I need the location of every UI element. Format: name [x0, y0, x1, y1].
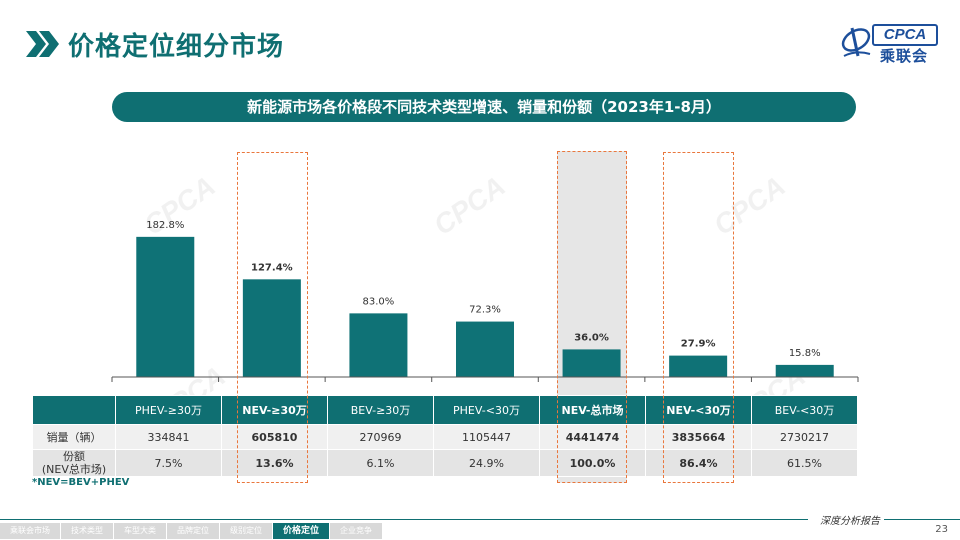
logo-text-en: CPCA	[872, 24, 938, 46]
footer-nav: 乘联会市场 技术类型 车型大类 品牌定位 级别定位 价格定位 企业竞争	[0, 523, 383, 539]
table-cell: 24.9%	[433, 449, 540, 477]
table-header-cell: PHEV-<30万	[433, 395, 540, 425]
table-header-row: PHEV-≥30万 NEV-≥30万 BEV-≥30万 PHEV-<30万 NE…	[32, 395, 858, 425]
page-number: 23	[935, 524, 948, 535]
bar-value-label: 27.9%	[681, 339, 716, 350]
table-cell: 13.6%	[221, 449, 328, 477]
page-title: 价格定位细分市场	[68, 31, 285, 62]
table-cell: 1105447	[433, 424, 540, 450]
bar-5	[562, 349, 621, 377]
row-label-share-line2: (NEV总市场)	[41, 463, 107, 476]
footer-nav-item[interactable]: 级别定位	[220, 523, 272, 539]
footer-line	[884, 519, 960, 520]
footer-nav-item[interactable]: 乘联会市场	[0, 523, 60, 539]
bar-7	[775, 364, 834, 377]
bar-value-label: 182.8%	[146, 220, 184, 231]
bar-1	[136, 236, 195, 377]
logo-text-cn: 乘联会	[880, 47, 929, 65]
bar-value-label: 15.8%	[789, 348, 821, 359]
table-header-cell	[32, 395, 116, 425]
footer-nav-item[interactable]: 品牌定位	[167, 523, 219, 539]
bar-value-label: 72.3%	[469, 305, 501, 316]
cpca-logo: CPCA 乘联会	[834, 18, 938, 66]
sales-share-table: PHEV-≥30万 NEV-≥30万 BEV-≥30万 PHEV-<30万 NE…	[32, 395, 858, 477]
footnote: *NEV=BEV+PHEV	[32, 477, 130, 488]
table-header-cell: PHEV-≥30万	[115, 395, 222, 425]
footer-line	[0, 519, 808, 520]
highlight-nev-total	[557, 151, 627, 483]
footer-nav-item[interactable]: 企业竞争	[330, 523, 383, 539]
footer-report-label: 深度分析报告	[820, 516, 880, 527]
table-header-cell: BEV-≥30万	[327, 395, 434, 425]
highlight-nev-over-30	[237, 152, 308, 483]
table-cell: 6.1%	[327, 449, 434, 477]
double-chevron-icon	[26, 31, 59, 57]
footer-nav-item[interactable]: 车型大类	[114, 523, 166, 539]
bar-6	[669, 355, 728, 377]
bar-value-label: 127.4%	[251, 262, 293, 273]
table-header-cell: NEV-≥30万	[221, 395, 328, 425]
growth-bar-chart: 182.8% 127.4% 83.0% 72.3% 36.0% 27.9% 15.8%	[111, 220, 859, 382]
footer-nav-item[interactable]: 价格定位	[273, 523, 330, 539]
row-label-sales: 销量（辆）	[32, 424, 116, 450]
page-header: 价格定位细分市场	[24, 24, 284, 64]
bar-2	[242, 279, 301, 377]
row-label-share-line1: 份额	[63, 450, 85, 463]
table-header-cell: BEV-<30万	[751, 395, 858, 425]
table-cell: 61.5%	[751, 449, 858, 477]
table-cell: 2730217	[751, 424, 858, 450]
row-label-share: 份额 (NEV总市场)	[32, 449, 116, 477]
bar-value-label: 83.0%	[363, 296, 395, 307]
table-cell: 334841	[115, 424, 222, 450]
table-cell: 7.5%	[115, 449, 222, 477]
bar-4	[456, 321, 514, 377]
bar-value-label: 36.0%	[574, 332, 609, 343]
highlight-nev-under-30	[663, 152, 734, 483]
table-cell: 270969	[327, 424, 434, 450]
table-cell: 605810	[221, 424, 328, 450]
logo-mark-icon	[841, 27, 871, 57]
bar-3	[349, 313, 408, 377]
footer-nav-item[interactable]: 技术类型	[61, 523, 113, 539]
chart-title-banner: 新能源市场各价格段不同技术类型增速、销量和份额（2023年1-8月）	[112, 92, 856, 122]
